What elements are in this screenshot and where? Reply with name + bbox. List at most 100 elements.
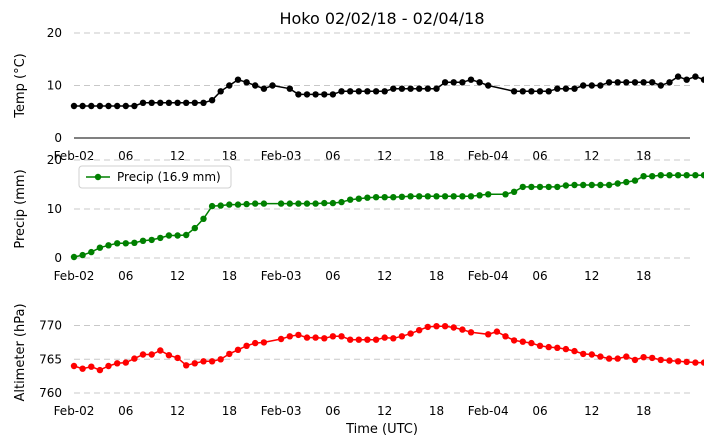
data-point	[424, 323, 431, 331]
x-tick-label: Feb-03	[261, 149, 302, 163]
data-point	[114, 102, 121, 110]
data-point	[623, 353, 630, 360]
data-point	[70, 102, 78, 110]
data-point	[545, 343, 552, 351]
data-point	[536, 342, 544, 349]
x-tick-label: 12	[377, 149, 392, 163]
data-point	[649, 79, 656, 86]
data-point	[450, 79, 457, 86]
data-point	[467, 193, 475, 200]
x-tick-label: 12	[170, 149, 185, 163]
data-point	[390, 335, 397, 342]
x-tick-label: 06	[532, 149, 547, 163]
data-point	[131, 102, 138, 110]
data-point	[476, 79, 483, 86]
x-tick-label: 06	[118, 149, 133, 163]
x-tick-label: 12	[170, 404, 185, 418]
data-point	[683, 76, 690, 83]
x-tick-label: 06	[325, 269, 340, 283]
data-point	[252, 82, 259, 89]
data-point	[105, 362, 112, 370]
data-point	[303, 334, 311, 341]
data-point	[476, 192, 483, 199]
data-point	[666, 79, 673, 86]
data-point	[683, 358, 690, 366]
data-point	[441, 79, 449, 86]
data-point	[519, 338, 526, 345]
data-point	[502, 333, 509, 340]
data-point	[355, 88, 362, 95]
data-point	[450, 193, 457, 200]
data-point	[614, 355, 621, 362]
data-point	[416, 85, 423, 92]
data-point	[226, 201, 233, 208]
data-point	[79, 251, 86, 259]
x-tick-label: Feb-04	[468, 404, 509, 418]
y-tick-label: 760	[39, 386, 62, 400]
data-point	[640, 173, 647, 180]
data-point	[683, 172, 690, 179]
precipitation-panel: 0 10 20 Precip (mm) Feb-02 06 12 18 Feb-03 06 12 18…	[13, 153, 704, 283]
data-point	[398, 193, 406, 200]
data-point	[700, 76, 704, 83]
x-tick-label: 12	[584, 269, 599, 283]
data-point	[545, 183, 552, 191]
data-point	[347, 336, 354, 343]
data-point	[390, 85, 397, 92]
data-point	[70, 362, 78, 370]
data-point	[329, 91, 337, 98]
data-point	[260, 200, 268, 207]
data-point	[674, 358, 682, 365]
data-point	[580, 82, 587, 89]
data-point	[217, 356, 224, 363]
data-point	[174, 354, 181, 362]
data-point	[485, 82, 492, 89]
data-point	[148, 99, 155, 107]
x-tick-label: 12	[584, 404, 599, 418]
x-tick-label: Feb-02	[54, 269, 95, 283]
data-point	[148, 351, 155, 358]
x-tick-label: Feb-03	[261, 404, 302, 418]
data-point	[580, 181, 587, 189]
data-point	[79, 365, 86, 372]
legend-marker	[94, 173, 102, 181]
data-point	[70, 253, 78, 261]
data-point	[243, 200, 250, 208]
data-point	[183, 99, 190, 107]
data-point	[217, 88, 224, 95]
data-point	[657, 82, 664, 89]
data-point	[226, 350, 233, 358]
data-point	[96, 244, 104, 251]
data-point	[433, 323, 440, 330]
y-tick-label: 10	[47, 79, 62, 93]
y-tick-label: 0	[54, 251, 62, 265]
data-point	[208, 202, 216, 210]
data-point	[303, 91, 311, 98]
series-line	[73, 325, 704, 371]
data-point	[174, 99, 181, 107]
data-point	[407, 330, 414, 337]
data-point	[338, 88, 345, 95]
data-point	[485, 331, 492, 338]
x-tick-label: Feb-03	[261, 269, 302, 283]
data-point	[588, 351, 595, 358]
data-point	[554, 85, 561, 92]
data-point	[338, 333, 345, 340]
data-point	[528, 339, 535, 347]
data-point	[372, 336, 380, 343]
x-tick-label: Feb-04	[468, 149, 509, 163]
x-tick-label: 06	[325, 404, 340, 418]
x-tick-label: 12	[170, 269, 185, 283]
data-point	[519, 88, 526, 95]
data-point	[692, 359, 699, 366]
data-point	[407, 85, 414, 92]
x-tick-label: 18	[429, 269, 444, 283]
data-point	[597, 181, 604, 189]
x-axis-label: Time (UTC)	[345, 422, 418, 437]
data-point	[580, 350, 587, 358]
data-point	[631, 356, 639, 364]
data-point	[157, 99, 164, 107]
x-tick-label: 06	[325, 149, 340, 163]
data-point	[562, 85, 570, 92]
data-point	[364, 88, 371, 95]
